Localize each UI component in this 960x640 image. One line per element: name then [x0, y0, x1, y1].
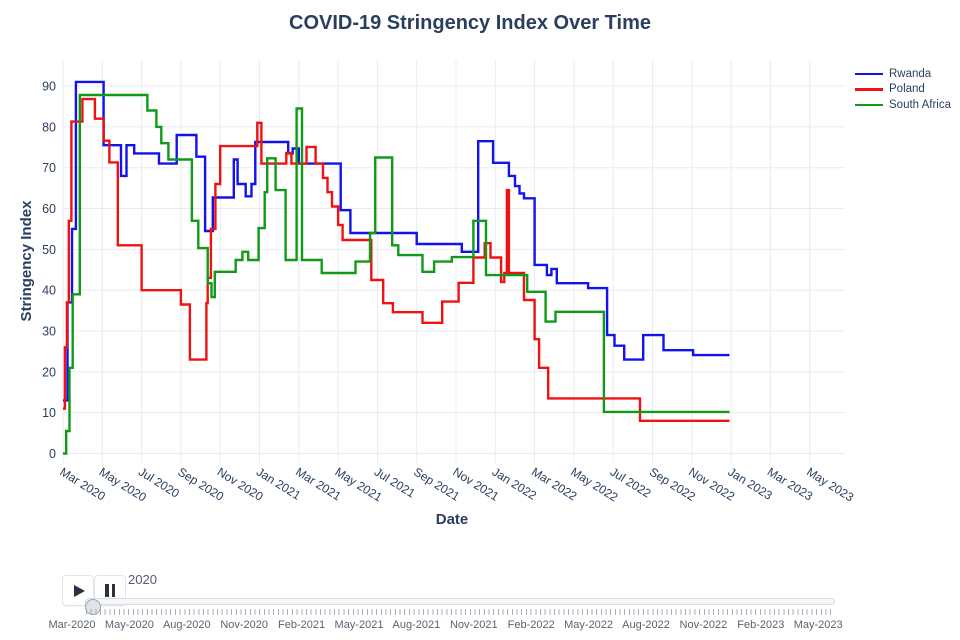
slider-tick-label: Feb-2023	[737, 619, 785, 631]
slider-tick-label: May-2022	[564, 619, 614, 631]
rwanda-line-swatch-icon	[855, 72, 883, 75]
y-tick-label: 30	[42, 325, 56, 339]
legend-item-rwanda[interactable]: Rwanda	[855, 66, 951, 82]
legend-label: South Africa	[889, 98, 952, 111]
legend-item-poland[interactable]: Poland	[855, 82, 951, 98]
legend-label: Poland	[889, 83, 925, 96]
series-line-rwanda[interactable]	[63, 80, 730, 402]
y-tick-label: 50	[42, 243, 56, 257]
slider-tick-label: May-2020	[104, 619, 154, 631]
y-tick-label: 70	[42, 161, 56, 175]
x-tick-label: May 2023	[804, 465, 856, 505]
slider-tick-labels: Mar-2020 May-2020 Aug-2020 Nov-2020 Feb-2021…	[0, 619, 960, 635]
series-line-poland[interactable]	[63, 97, 730, 422]
slider-tick-label: May-2021	[334, 619, 384, 631]
chart-title: COVID-19 Stringency Index Over Time	[289, 12, 651, 34]
slider-tick-label: Feb-2022	[507, 619, 555, 631]
poland-line-swatch-icon	[855, 88, 883, 91]
series-line-south-africa[interactable]	[63, 93, 730, 455]
y-tick-label: 80	[42, 120, 56, 134]
play-button[interactable]	[62, 575, 94, 606]
slider-tick-label: Aug-2021	[392, 619, 441, 631]
y-tick-label: 0	[49, 447, 56, 461]
y-axis-title: Stringency Index	[18, 200, 35, 322]
y-tick-label: 40	[42, 284, 56, 298]
slider-tick-label: Feb-2021	[278, 619, 326, 631]
slider-rail[interactable]	[85, 598, 835, 605]
slider-tick-label: Aug-2020	[162, 619, 211, 631]
x-axis-title: Date	[435, 511, 469, 528]
south-africa-line-swatch-icon	[855, 103, 883, 106]
legend-label: Rwanda	[889, 67, 932, 80]
slider-tick-label: Nov-2021	[449, 619, 498, 631]
y-tick-label: 10	[42, 406, 56, 420]
slider-tick-label: Nov-2020	[220, 619, 269, 631]
slider-current-frame-label: 2020	[128, 572, 157, 587]
slider-tick-label: May-2023	[793, 619, 843, 631]
slider-tick-label: Mar-2020	[48, 619, 96, 631]
y-tick-label: 20	[42, 365, 56, 379]
slider-tick-label: Nov-2022	[679, 619, 728, 631]
y-tick-label: 60	[42, 202, 56, 216]
y-tick-label: 90	[42, 80, 56, 94]
legend-item-south-africa[interactable]: South Africa	[855, 97, 951, 113]
slider-tick-label: Aug-2022	[622, 619, 670, 631]
play-icon	[74, 584, 85, 597]
slider-tickmarks	[86, 609, 834, 615]
legend: Rwanda Poland South Africa	[855, 66, 951, 113]
pause-icon	[105, 584, 115, 597]
